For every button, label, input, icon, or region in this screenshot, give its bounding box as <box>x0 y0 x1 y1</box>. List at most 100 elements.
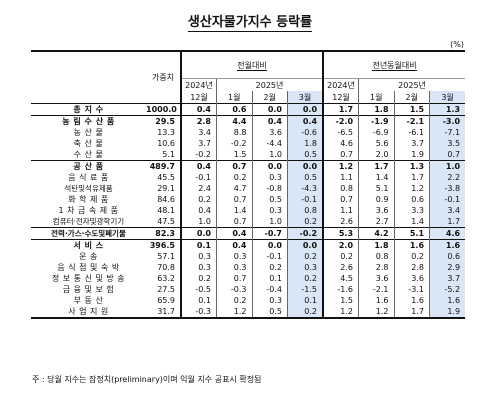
unit-label: (%) <box>450 40 464 49</box>
value-cell: 1.7 <box>358 160 395 172</box>
row-label: 총 지 수 <box>31 103 146 116</box>
value-cell: 3.3 <box>393 205 430 216</box>
value-cell: 1.6 <box>429 295 466 306</box>
value-cell: 1.0 <box>180 216 217 228</box>
header-mom-2025: 2025년 <box>216 78 324 91</box>
row-label: 농 림 수 산 품 <box>31 115 146 127</box>
row-label: 음 식 료 품 <box>68 173 109 182</box>
value-cell: 1.8 <box>287 138 324 149</box>
value-cell: 0.5 <box>287 172 324 183</box>
value-cell: 4.6 <box>429 227 466 240</box>
value-cell: 0.7 <box>322 149 359 161</box>
value-cell: -0.1 <box>251 251 288 262</box>
value-cell: 0.0 <box>287 160 324 172</box>
value-cell: -0.2 <box>216 138 252 149</box>
value-cell: 1.2 <box>216 306 252 319</box>
value-cell: 0.3 <box>287 262 324 273</box>
value-cell: 1.9 <box>429 306 466 319</box>
value-cell: 1.5 <box>216 149 252 161</box>
value-cell: -7.1 <box>429 127 466 138</box>
value-cell: 0.9 <box>358 194 395 205</box>
value-cell: 0.6 <box>429 251 466 262</box>
header-mom-2024: 2024년 <box>180 78 217 91</box>
row-label: 컴퓨터·전자및광학기기 <box>52 217 125 226</box>
value-cell: 0.0 <box>251 160 288 172</box>
table-row: 공 산 품 489.7 0.4 0.7 0.0 0.0 1.2 1.7 1.3 1.0 <box>31 160 466 172</box>
header-row-2: 2024년 2025년 2024년 2025년 <box>31 78 466 91</box>
value-cell: -2.1 <box>393 115 430 127</box>
value-cell: 0.3 <box>216 251 252 262</box>
header-month: 1월 <box>216 91 252 104</box>
value-cell: -0.4 <box>251 284 288 295</box>
table-row: 사 업 지 원 31.7 -0.3 1.2 0.5 0.2 1.2 1.2 1.7 1.9 <box>31 306 466 319</box>
value-cell: 0.6 <box>216 103 252 116</box>
weight-cell: 48.1 <box>157 206 175 215</box>
value-cell: 1.5 <box>322 295 359 306</box>
value-cell: 0.3 <box>251 205 288 216</box>
value-cell: 1.4 <box>393 216 430 228</box>
header-month: 2월 <box>251 91 288 104</box>
value-cell: 0.4 <box>180 103 217 116</box>
weight-cell: 29.5 <box>146 115 181 127</box>
value-cell: 0.4 <box>216 239 252 251</box>
value-cell: 0.4 <box>216 227 252 240</box>
header-month: 3월 <box>429 91 466 104</box>
value-cell: 2.9 <box>429 262 466 273</box>
weight-cell: 396.5 <box>146 239 181 251</box>
value-cell: 3.5 <box>429 138 466 149</box>
value-cell: 0.1 <box>287 295 324 306</box>
value-cell: 5.1 <box>393 227 430 240</box>
value-cell: 0.8 <box>358 251 395 262</box>
value-cell: -3.0 <box>429 115 466 127</box>
value-cell: 0.8 <box>322 183 359 194</box>
value-cell: 0.4 <box>251 115 288 127</box>
value-cell: 3.7 <box>393 138 430 149</box>
value-cell: 0.1 <box>180 295 217 306</box>
weight-cell: 31.7 <box>146 306 181 319</box>
row-label: 농 산 물 <box>73 128 104 137</box>
value-cell: 3.7 <box>180 138 217 149</box>
value-cell: 0.1 <box>251 273 288 284</box>
table-row: 음 식 료 품 45.5 -0.1 0.2 0.3 0.5 1.1 1.4 1.7 2.2 <box>31 172 466 183</box>
table-row: 수 산 물 5.1 -0.2 1.5 1.0 0.5 0.7 2.0 1.9 0.7 <box>31 149 466 161</box>
value-cell: 1.2 <box>322 160 359 172</box>
value-cell: 1.0 <box>251 216 288 228</box>
table-row: 정 보 통 신 및 방 송 63.2 0.2 0.7 0.1 0.2 4.5 3.6 3.6 3.… <box>31 273 466 284</box>
weight-cell: 5.1 <box>162 150 175 159</box>
value-cell: 0.2 <box>180 273 217 284</box>
header-month: 12월 <box>180 91 217 104</box>
value-cell: 1.6 <box>429 239 466 251</box>
row-label: 운 송 <box>79 252 98 261</box>
value-cell: 1.3 <box>429 103 466 116</box>
table-row: 컴퓨터·전자및광학기기 47.5 1.0 0.7 1.0 0.2 2.6 2.7 1.4 1.7 <box>31 216 466 228</box>
value-cell: 0.2 <box>322 251 359 262</box>
value-cell: 0.7 <box>216 194 252 205</box>
value-cell: 0.2 <box>287 306 324 319</box>
value-cell: 1.6 <box>393 239 430 251</box>
row-label: 사 업 지 원 <box>31 306 146 319</box>
value-cell: 0.5 <box>287 149 324 161</box>
header-yoy-text: 전년동월대비 <box>372 60 417 71</box>
weight-cell: 1000.0 <box>146 103 181 116</box>
weight-cell: 27.5 <box>157 285 175 294</box>
value-cell: 4.4 <box>216 115 252 127</box>
value-cell: 1.2 <box>322 306 359 319</box>
row-label: 전력·가스·수도및폐기물 <box>31 227 146 240</box>
row-label: 수 산 물 <box>73 150 104 159</box>
footnote: 주 : 당월 지수는 잠정치(preliminary)이며 익월 지수 공표시 … <box>32 375 262 384</box>
weight-cell: 45.5 <box>157 173 175 182</box>
value-cell: 1.0 <box>251 149 288 161</box>
value-cell: 0.3 <box>251 295 288 306</box>
header-yoy: 전년동월대비 <box>322 50 466 79</box>
value-cell: 0.4 <box>287 115 324 127</box>
value-cell: 1.4 <box>216 205 252 216</box>
value-cell: 4.7 <box>216 183 252 194</box>
value-cell: -1.6 <box>322 284 359 295</box>
row-label: 1 차 금 속 제 품 <box>58 206 119 215</box>
value-cell: 0.3 <box>180 251 217 262</box>
value-cell: 5.3 <box>322 227 359 240</box>
table-row: 총 지 수 1000.0 0.4 0.6 0.0 0.0 1.7 1.8 1.5 1.3 <box>31 103 466 116</box>
header-yoy-2025: 2025년 <box>358 78 466 91</box>
value-cell: 3.4 <box>429 205 466 216</box>
